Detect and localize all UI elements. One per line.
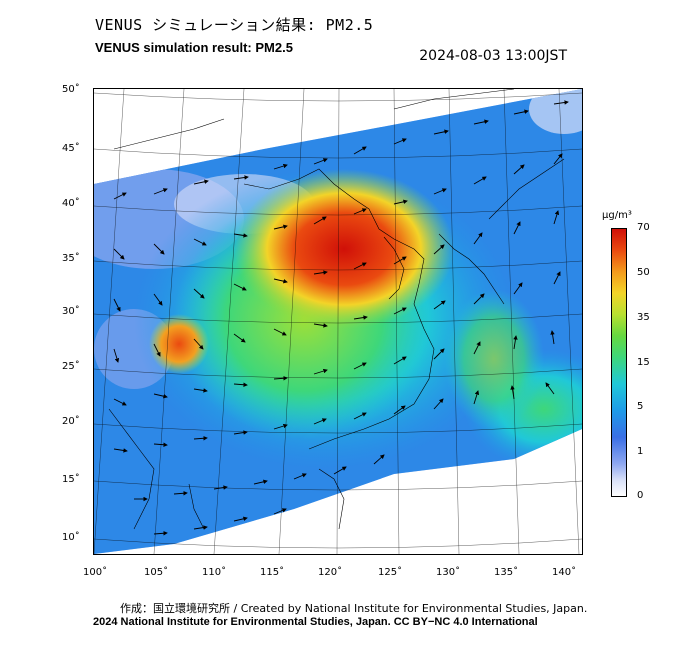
lon-label-120: 120˚ — [318, 567, 343, 578]
lat-label-50: 50˚ — [62, 84, 80, 95]
lat-label-40: 40˚ — [62, 198, 80, 209]
timestamp: 2024-08-03 13:00JST — [419, 48, 567, 64]
colorbar — [611, 228, 627, 497]
lat-label-30: 30˚ — [62, 306, 80, 317]
lat-label-10: 10˚ — [62, 532, 80, 543]
colorbar-unit: μg/m³ — [602, 210, 632, 221]
lon-label-135: 135˚ — [494, 567, 519, 578]
map-canvas — [94, 89, 582, 554]
title-japanese: VENUS シミュレーション結果: PM2.5 — [95, 16, 374, 34]
colorbar-tick-50: 50 — [637, 267, 650, 278]
colorbar-tick-0: 0 — [637, 490, 644, 501]
lat-label-15: 15˚ — [62, 474, 80, 485]
colorbar-tick-70: 70 — [637, 222, 650, 233]
colorbar-tick-15: 15 — [637, 357, 650, 368]
lon-label-115: 115˚ — [260, 567, 285, 578]
credit-line-1: 作成：国立環境研究所 / Created by National Institu… — [120, 602, 588, 615]
lat-label-35: 35˚ — [62, 253, 80, 264]
colorbar-tick-35: 35 — [637, 312, 650, 323]
pm25-map — [93, 88, 583, 555]
lon-label-140: 140˚ — [552, 567, 577, 578]
lon-label-100: 100˚ — [83, 567, 108, 578]
title-english: VENUS simulation result: PM2.5 — [95, 40, 293, 55]
lat-label-45: 45˚ — [62, 143, 80, 154]
lat-label-25: 25˚ — [62, 361, 80, 372]
lon-label-130: 130˚ — [436, 567, 461, 578]
lon-label-105: 105˚ — [144, 567, 169, 578]
lon-label-125: 125˚ — [378, 567, 403, 578]
colorbar-tick-1: 1 — [637, 446, 644, 457]
lat-label-20: 20˚ — [62, 416, 80, 427]
lon-label-110: 110˚ — [202, 567, 227, 578]
colorbar-tick-5: 5 — [637, 401, 644, 412]
credit-line-2: 2024 National Institute for Environmenta… — [93, 616, 538, 628]
wind-vectors — [113, 100, 569, 536]
graticule — [94, 89, 582, 554]
